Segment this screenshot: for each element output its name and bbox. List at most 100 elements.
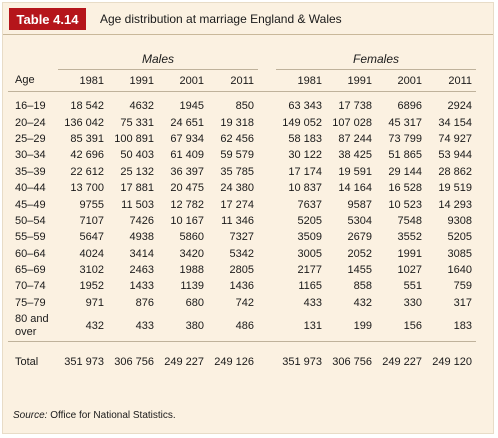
males-value-cell: 1433	[129, 280, 154, 293]
males-value-cell: 876	[135, 296, 154, 309]
females-value-cell: 3552	[397, 231, 422, 244]
males-value-cell: 742	[235, 296, 254, 309]
females-value-cell: 30 122	[288, 149, 322, 162]
males-value-cell: 486	[235, 319, 254, 332]
age-group-cell: 65–69	[15, 264, 46, 277]
males-year-header: 2001	[179, 74, 204, 87]
table-row: 45–49 9755 11 503 12 782 17 274 7637 9587 10 52…	[8, 196, 476, 212]
males-value-cell: 100 891	[114, 132, 154, 145]
age-group-cell: 60–64	[15, 247, 46, 260]
males-value-cell: 24 651	[170, 116, 204, 129]
females-value-cell: 10 523	[388, 198, 422, 211]
females-value-cell: 551	[403, 280, 422, 293]
males-value-cell: 50 403	[120, 149, 154, 162]
males-value-cell: 5860	[179, 231, 204, 244]
females-value-cell: 87 244	[338, 132, 372, 145]
males-value-cell: 1952	[79, 280, 104, 293]
males-value-cell: 59 579	[220, 149, 254, 162]
males-value-cell: 3102	[79, 264, 104, 277]
males-value-cell: 432	[85, 319, 104, 332]
females-value-cell: 3509	[297, 231, 322, 244]
table-header: Table 4.14 Age distribution at marriage …	[3, 3, 493, 34]
females-value-cell: 199	[353, 319, 372, 332]
females-value-cell: 14 164	[338, 182, 372, 195]
table-row: 25–29 85 391 100 891 67 934 62 456 58 183 87 2…	[8, 131, 476, 147]
females-year-header: 1981	[297, 74, 322, 87]
age-group-line: 80 and	[15, 313, 49, 326]
age-group-cell: 75–79	[15, 296, 46, 309]
table-row: 80 and over 432 433 380 486 131 199 156 183	[8, 311, 476, 342]
males-value-cell: 35 785	[220, 165, 254, 178]
males-value-cell: 22 612	[70, 165, 104, 178]
females-value-cell: 51 865	[388, 149, 422, 162]
header-divider	[3, 34, 493, 35]
females-value-cell: 58 183	[288, 132, 322, 145]
males-value-cell: 13 700	[70, 182, 104, 195]
females-value-cell: 3005	[297, 247, 322, 260]
males-value-cell: 1988	[179, 264, 204, 277]
males-value-cell: 17 274	[220, 198, 254, 211]
source-note: Source: Office for National Statistics.	[13, 410, 176, 421]
females-value-cell: 5304	[347, 214, 372, 227]
females-group-header: Females	[276, 49, 476, 70]
males-value-cell: 12 782	[170, 198, 204, 211]
males-value-cell: 433	[135, 319, 154, 332]
females-value-cell: 149 052	[282, 116, 322, 129]
age-distribution-table: Males Females Age 1981 1991 2001 2011 1981 19…	[8, 49, 476, 370]
males-value-cell: 1139	[180, 280, 204, 293]
males-value-cell: 24 380	[220, 182, 254, 195]
age-group-cell: 20–24	[15, 116, 46, 129]
males-value-cell: 380	[185, 319, 204, 332]
males-year-header: 1981	[79, 74, 104, 87]
females-value-cell: 432	[353, 296, 372, 309]
females-value-cell: 17 174	[288, 165, 322, 178]
females-value-cell: 6896	[397, 100, 422, 113]
males-value-cell: 11 503	[121, 198, 154, 211]
females-year-header: 2001	[397, 74, 422, 87]
males-value-cell: 18 542	[70, 100, 104, 113]
males-value-cell: 42 696	[70, 149, 104, 162]
table-row: 20–24 136 042 75 331 24 651 19 318 149 052 107…	[8, 114, 476, 130]
females-value-cell: 73 799	[388, 132, 422, 145]
females-value-cell: 351 973	[282, 356, 322, 369]
males-value-cell: 20 475	[170, 182, 204, 195]
females-value-cell: 2679	[347, 231, 372, 244]
table-title: Age distribution at marriage England & W…	[100, 12, 342, 26]
males-value-cell: 4938	[129, 231, 154, 244]
males-value-cell: 75 331	[120, 116, 154, 129]
females-value-cell: 249 227	[382, 356, 422, 369]
females-value-cell: 306 756	[332, 356, 372, 369]
males-value-cell: 25 132	[120, 165, 154, 178]
females-value-cell: 2052	[347, 247, 372, 260]
males-value-cell: 61 409	[170, 149, 204, 162]
females-value-cell: 10 837	[288, 182, 322, 195]
age-group-cell: 25–29	[15, 132, 46, 145]
age-group-cell: 40–44	[15, 182, 46, 195]
females-year-header: 1991	[347, 74, 372, 87]
females-value-cell: 7548	[397, 214, 422, 227]
females-value-cell: 1165	[298, 280, 322, 293]
age-group-cell: 70–74	[15, 280, 46, 293]
females-value-cell: 330	[403, 296, 422, 309]
males-value-cell: 19 318	[220, 116, 254, 129]
females-value-cell: 29 144	[388, 165, 422, 178]
males-value-cell: 1945	[179, 100, 204, 113]
males-value-cell: 7426	[129, 214, 154, 227]
females-value-cell: 38 425	[338, 149, 372, 162]
males-value-cell: 249 227	[164, 356, 204, 369]
males-value-cell: 680	[185, 296, 204, 309]
females-value-cell: 1027	[397, 264, 422, 277]
males-year-header: 2011	[230, 74, 254, 87]
table-row: 55–59 5647 4938 5860 7327 3509 2679 3552 5205	[8, 229, 476, 245]
females-value-cell: 34 154	[438, 116, 472, 129]
table-row: 65–69 3102 2463 1988 2805 2177 1455 1027 1640	[8, 262, 476, 278]
age-group-cell: 50–54	[15, 214, 46, 227]
females-value-cell: 17 738	[338, 100, 372, 113]
females-value-cell: 9587	[347, 198, 372, 211]
table-row: 75–79 971 876 680 742 433 432 330 317	[8, 295, 476, 311]
females-value-cell: 19 591	[338, 165, 372, 178]
females-value-cell: 433	[303, 296, 322, 309]
age-group-cell: 30–34	[15, 149, 46, 162]
males-value-cell: 7107	[79, 214, 104, 227]
females-value-cell: 2924	[447, 100, 472, 113]
